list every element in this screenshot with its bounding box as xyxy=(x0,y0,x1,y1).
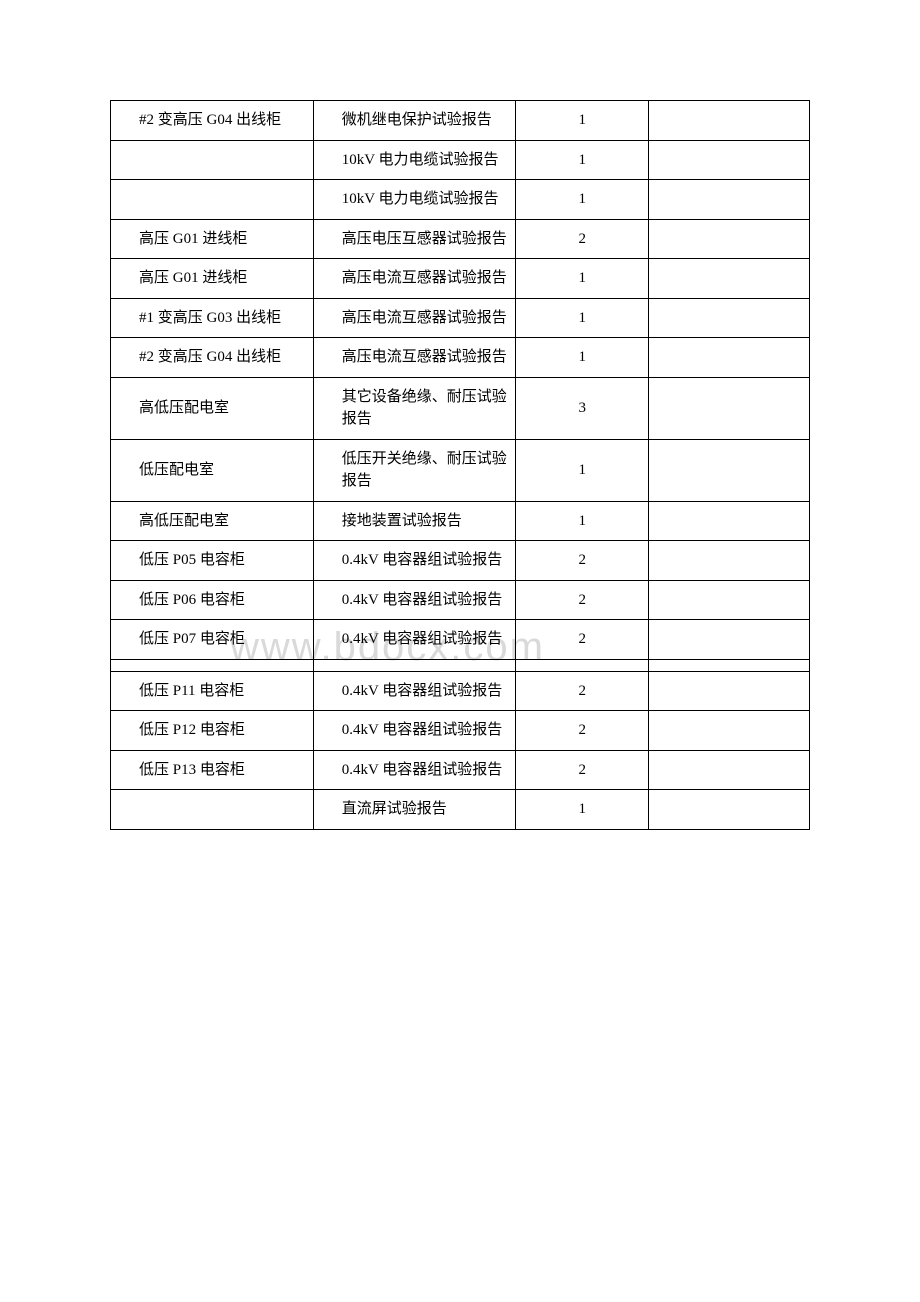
equipment-cell: 高压 G01 进线柜 xyxy=(111,259,314,299)
table-row: 高压 G01 进线柜高压电压互感器试验报告2 xyxy=(111,219,810,259)
table-body: #2 变高压 G04 出线柜微机继电保护试验报告110kV 电力电缆试验报告11… xyxy=(111,101,810,830)
report-cell: 0.4kV 电容器组试验报告 xyxy=(313,541,516,581)
qty-cell: 1 xyxy=(516,501,649,541)
report-table: #2 变高压 G04 出线柜微机继电保护试验报告110kV 电力电缆试验报告11… xyxy=(110,100,810,830)
note-cell xyxy=(649,219,810,259)
equipment-cell: 低压 P06 电容柜 xyxy=(111,580,314,620)
report-cell: 高压电流互感器试验报告 xyxy=(313,298,516,338)
qty-cell: 2 xyxy=(516,620,649,660)
table-row: 高压 G01 进线柜高压电流互感器试验报告1 xyxy=(111,259,810,299)
qty-cell: 1 xyxy=(516,180,649,220)
qty-cell: 1 xyxy=(516,298,649,338)
table-row: 低压 P12 电容柜0.4kV 电容器组试验报告2 xyxy=(111,711,810,751)
table-row: 低压 P11 电容柜0.4kV 电容器组试验报告2 xyxy=(111,671,810,711)
note-cell xyxy=(649,750,810,790)
equipment-cell: 低压 P12 电容柜 xyxy=(111,711,314,751)
equipment-cell: 高低压配电室 xyxy=(111,377,314,439)
qty-cell: 2 xyxy=(516,580,649,620)
equipment-cell xyxy=(111,180,314,220)
table-row: 低压 P07 电容柜0.4kV 电容器组试验报告2 xyxy=(111,620,810,660)
report-cell: 其它设备绝缘、耐压试验报告 xyxy=(313,377,516,439)
note-cell xyxy=(649,711,810,751)
report-cell: 0.4kV 电容器组试验报告 xyxy=(313,750,516,790)
report-cell: 微机继电保护试验报告 xyxy=(313,101,516,141)
note-cell xyxy=(649,140,810,180)
report-cell: 高压电流互感器试验报告 xyxy=(313,259,516,299)
equipment-cell: 低压 P11 电容柜 xyxy=(111,671,314,711)
equipment-cell xyxy=(111,659,314,671)
equipment-cell: 低压 P13 电容柜 xyxy=(111,750,314,790)
qty-cell: 1 xyxy=(516,338,649,378)
note-cell xyxy=(649,541,810,581)
report-cell xyxy=(313,659,516,671)
table-row: #2 变高压 G04 出线柜微机继电保护试验报告1 xyxy=(111,101,810,141)
table-row xyxy=(111,659,810,671)
qty-cell: 1 xyxy=(516,101,649,141)
report-cell: 0.4kV 电容器组试验报告 xyxy=(313,620,516,660)
equipment-cell: #2 变高压 G04 出线柜 xyxy=(111,338,314,378)
note-cell xyxy=(649,659,810,671)
qty-cell: 3 xyxy=(516,377,649,439)
note-cell xyxy=(649,790,810,830)
note-cell xyxy=(649,101,810,141)
note-cell xyxy=(649,501,810,541)
report-cell: 10kV 电力电缆试验报告 xyxy=(313,180,516,220)
report-cell: 0.4kV 电容器组试验报告 xyxy=(313,671,516,711)
note-cell xyxy=(649,259,810,299)
table-row: 高低压配电室其它设备绝缘、耐压试验报告3 xyxy=(111,377,810,439)
equipment-cell: 低压配电室 xyxy=(111,439,314,501)
report-cell: 0.4kV 电容器组试验报告 xyxy=(313,580,516,620)
table-row: 直流屏试验报告1 xyxy=(111,790,810,830)
table-row: 10kV 电力电缆试验报告1 xyxy=(111,180,810,220)
table-row: #1 变高压 G03 出线柜高压电流互感器试验报告1 xyxy=(111,298,810,338)
report-cell: 接地装置试验报告 xyxy=(313,501,516,541)
note-cell xyxy=(649,298,810,338)
equipment-cell: 高压 G01 进线柜 xyxy=(111,219,314,259)
equipment-cell xyxy=(111,140,314,180)
content-wrapper: #2 变高压 G04 出线柜微机继电保护试验报告110kV 电力电缆试验报告11… xyxy=(110,100,810,830)
qty-cell: 2 xyxy=(516,219,649,259)
qty-cell: 1 xyxy=(516,790,649,830)
equipment-cell: #2 变高压 G04 出线柜 xyxy=(111,101,314,141)
note-cell xyxy=(649,338,810,378)
equipment-cell: 高低压配电室 xyxy=(111,501,314,541)
qty-cell: 1 xyxy=(516,439,649,501)
qty-cell: 1 xyxy=(516,259,649,299)
note-cell xyxy=(649,671,810,711)
table-row: #2 变高压 G04 出线柜高压电流互感器试验报告1 xyxy=(111,338,810,378)
table-row: 低压 P05 电容柜0.4kV 电容器组试验报告2 xyxy=(111,541,810,581)
table-row: 低压 P13 电容柜0.4kV 电容器组试验报告2 xyxy=(111,750,810,790)
report-cell: 低压开关绝缘、耐压试验报告 xyxy=(313,439,516,501)
qty-cell: 2 xyxy=(516,711,649,751)
note-cell xyxy=(649,180,810,220)
note-cell xyxy=(649,620,810,660)
note-cell xyxy=(649,580,810,620)
qty-cell xyxy=(516,659,649,671)
qty-cell: 2 xyxy=(516,671,649,711)
table-row: 10kV 电力电缆试验报告1 xyxy=(111,140,810,180)
equipment-cell: 低压 P05 电容柜 xyxy=(111,541,314,581)
table-row: 低压配电室低压开关绝缘、耐压试验报告1 xyxy=(111,439,810,501)
report-cell: 10kV 电力电缆试验报告 xyxy=(313,140,516,180)
report-cell: 直流屏试验报告 xyxy=(313,790,516,830)
report-cell: 高压电压互感器试验报告 xyxy=(313,219,516,259)
equipment-cell xyxy=(111,790,314,830)
note-cell xyxy=(649,439,810,501)
report-cell: 高压电流互感器试验报告 xyxy=(313,338,516,378)
table-row: 低压 P06 电容柜0.4kV 电容器组试验报告2 xyxy=(111,580,810,620)
qty-cell: 2 xyxy=(516,541,649,581)
equipment-cell: 低压 P07 电容柜 xyxy=(111,620,314,660)
qty-cell: 1 xyxy=(516,140,649,180)
report-cell: 0.4kV 电容器组试验报告 xyxy=(313,711,516,751)
note-cell xyxy=(649,377,810,439)
equipment-cell: #1 变高压 G03 出线柜 xyxy=(111,298,314,338)
qty-cell: 2 xyxy=(516,750,649,790)
table-row: 高低压配电室接地装置试验报告1 xyxy=(111,501,810,541)
